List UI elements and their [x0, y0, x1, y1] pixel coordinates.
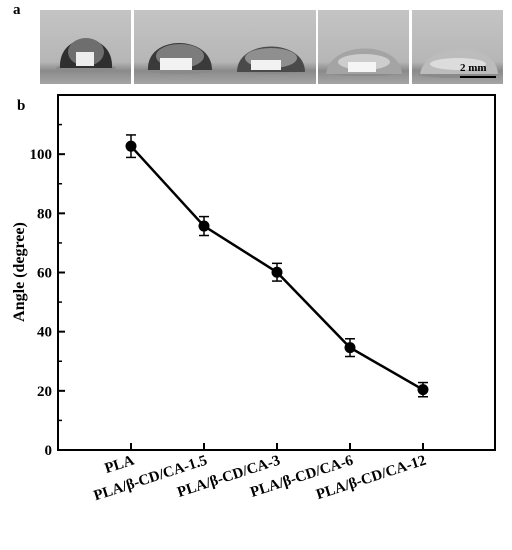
y-tick-label: 60	[37, 266, 52, 282]
droplet-photo	[225, 10, 316, 84]
y-tick-label: 100	[30, 147, 53, 163]
y-tick-label: 20	[37, 384, 52, 400]
droplet-photo	[40, 10, 131, 84]
data-point	[417, 384, 429, 396]
scale-bar-label: 2 mm	[460, 62, 487, 74]
panel-label-a: a	[13, 2, 21, 18]
y-tick-label: 40	[37, 325, 52, 341]
panel-label-b: b	[17, 98, 26, 114]
x-axis: PLAPLA/β-CD/CA-1.5PLA/β-CD/CA-3PLA/β-CD/…	[92, 443, 428, 504]
y-tick-label: 80	[37, 206, 52, 222]
data-point	[125, 140, 137, 152]
y-axis: 0 20 40 60 80 100	[30, 123, 65, 459]
series	[125, 134, 429, 398]
y-axis-label: Angle (degree)	[11, 222, 28, 322]
data-point	[198, 220, 210, 232]
scale-bar	[460, 76, 496, 78]
y-tick-label: 0	[45, 443, 53, 459]
x-tick-label: PLA	[103, 453, 137, 478]
droplet-photo	[134, 10, 225, 84]
droplet-photo	[318, 10, 409, 84]
data-point	[344, 342, 356, 354]
data-point	[271, 266, 283, 278]
